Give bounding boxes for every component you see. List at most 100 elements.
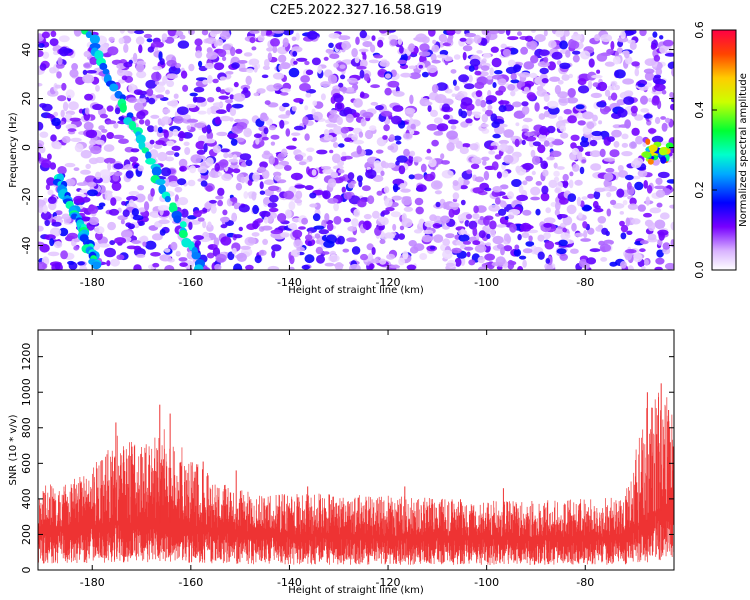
spectrogram-cell [248,58,260,66]
spectrogram-cell [68,101,79,111]
spectrogram-cell [356,65,367,70]
spectrogram-cell [203,143,208,153]
spectrogram-cell [598,240,605,246]
spectrogram-cell [451,247,462,254]
spectrogram-cell [481,156,490,161]
spectrogram-cell [268,185,280,191]
spectrogram-cell [347,182,355,189]
spectrogram-cell [311,169,317,176]
spectrogram-cell [484,187,492,192]
spectrogram-cell [442,249,453,260]
spectrogram-cell [136,98,147,104]
spectrogram-cell [459,185,468,190]
spectrogram-cell [397,59,408,65]
spectrogram-cell [365,169,377,179]
spectrogram-cell [259,114,269,122]
y-tick-label: 800 [20,417,33,438]
spectrogram-cell [40,211,52,221]
spectrogram-cell [243,191,249,199]
spectrogram-cell [105,120,117,125]
spectrogram-cell [286,145,297,150]
spectrogram-cell [441,169,454,179]
spectrogram-cell [556,248,567,255]
spectrogram-cell [623,90,634,97]
spectrogram-cell [353,208,361,218]
spectrogram-feature-cell [178,230,188,239]
spectrogram-cell [466,251,471,258]
spectrogram-cell [236,122,248,130]
spectrogram-cell [220,216,230,223]
spectrogram-cell [224,87,234,93]
spectrogram-cell [610,92,618,101]
spectrogram-cell [164,265,175,270]
spectrogram-cell [259,161,268,169]
spectrogram-cell [111,181,122,191]
spectrogram-cell [618,124,630,128]
spectrogram-cell [571,222,577,232]
spectrogram-cell [639,248,646,253]
spectrogram-cell [488,145,495,151]
spectrogram-cell [454,257,462,267]
spectrogram-cell [205,37,217,44]
colorbar-tick-label: 0.2 [693,181,706,199]
spectrogram-cell [571,33,583,41]
spectrogram-cell [537,144,546,154]
spectrogram-cell [492,186,503,193]
spectrogram-cell [42,51,50,59]
x-tick-label: -160 [178,576,203,589]
spectrogram-cell [399,45,404,54]
spectrogram-cell [601,227,609,235]
spectrogram-cell [413,229,423,234]
spectrogram-cell [208,199,217,204]
spectrogram-cell [175,30,184,37]
spectrogram-cell [503,154,514,164]
spectrogram-cell [180,208,189,218]
figure-title: C2E5.2022.327.16.58.G19 [270,3,442,18]
spectrogram-cell [137,165,144,172]
spectrogram-cell [129,156,139,163]
spectrogram-cell [273,83,283,90]
spectrogram-cell [119,30,125,34]
spectrogram-cell [65,89,75,99]
spectrogram-cell [483,216,490,226]
spectrogram-cell [524,35,534,42]
spectrogram-cell [358,131,364,138]
spectrogram-cell [530,196,540,201]
spectrogram-cell [336,116,343,126]
spectrogram-cell [351,246,361,255]
spectrogram-cell [600,34,613,43]
spectrogram-cell [153,125,158,133]
spectrogram-cell [481,113,488,123]
spectrogram-cell [289,255,295,265]
spectrogram-cell [205,157,214,167]
spectrogram-cell [263,216,269,224]
spectrogram-cell [569,153,577,161]
spectrogram-cell [346,77,358,83]
spectrogram-cell [217,199,224,207]
spectrogram-cell [135,63,145,73]
spectrogram-cell [387,80,400,88]
spectrogram-cell [179,165,187,172]
spectrogram-cell [563,108,572,115]
spectrogram-cell [329,109,338,115]
spectrogram-cell [399,183,407,189]
spectrogram-cell [660,116,666,120]
spectrogram-cell [458,108,463,117]
spectrogram-cell [344,137,352,142]
spectrogram-cell [306,30,318,40]
spectrogram-cell [371,35,376,41]
spectrogram-cell [497,30,505,34]
spectrogram-cell [400,72,412,78]
spectrogram-cell [372,210,380,219]
spectrogram-cell [273,171,282,177]
colorbar-ticks: 0.0 0.2 0.4 0.6 [693,21,717,279]
y-tick-label: 0 [20,144,33,151]
spectrogram-cell [549,76,561,82]
spectrogram-cell [351,218,359,228]
spectrogram-cell [127,223,135,230]
spectrogram-cell [530,149,536,158]
spectrogram-cell [470,163,480,170]
spectrogram-feature-cell [648,144,658,153]
spectrogram-cell [291,105,297,112]
spectrogram-cell [330,171,339,179]
